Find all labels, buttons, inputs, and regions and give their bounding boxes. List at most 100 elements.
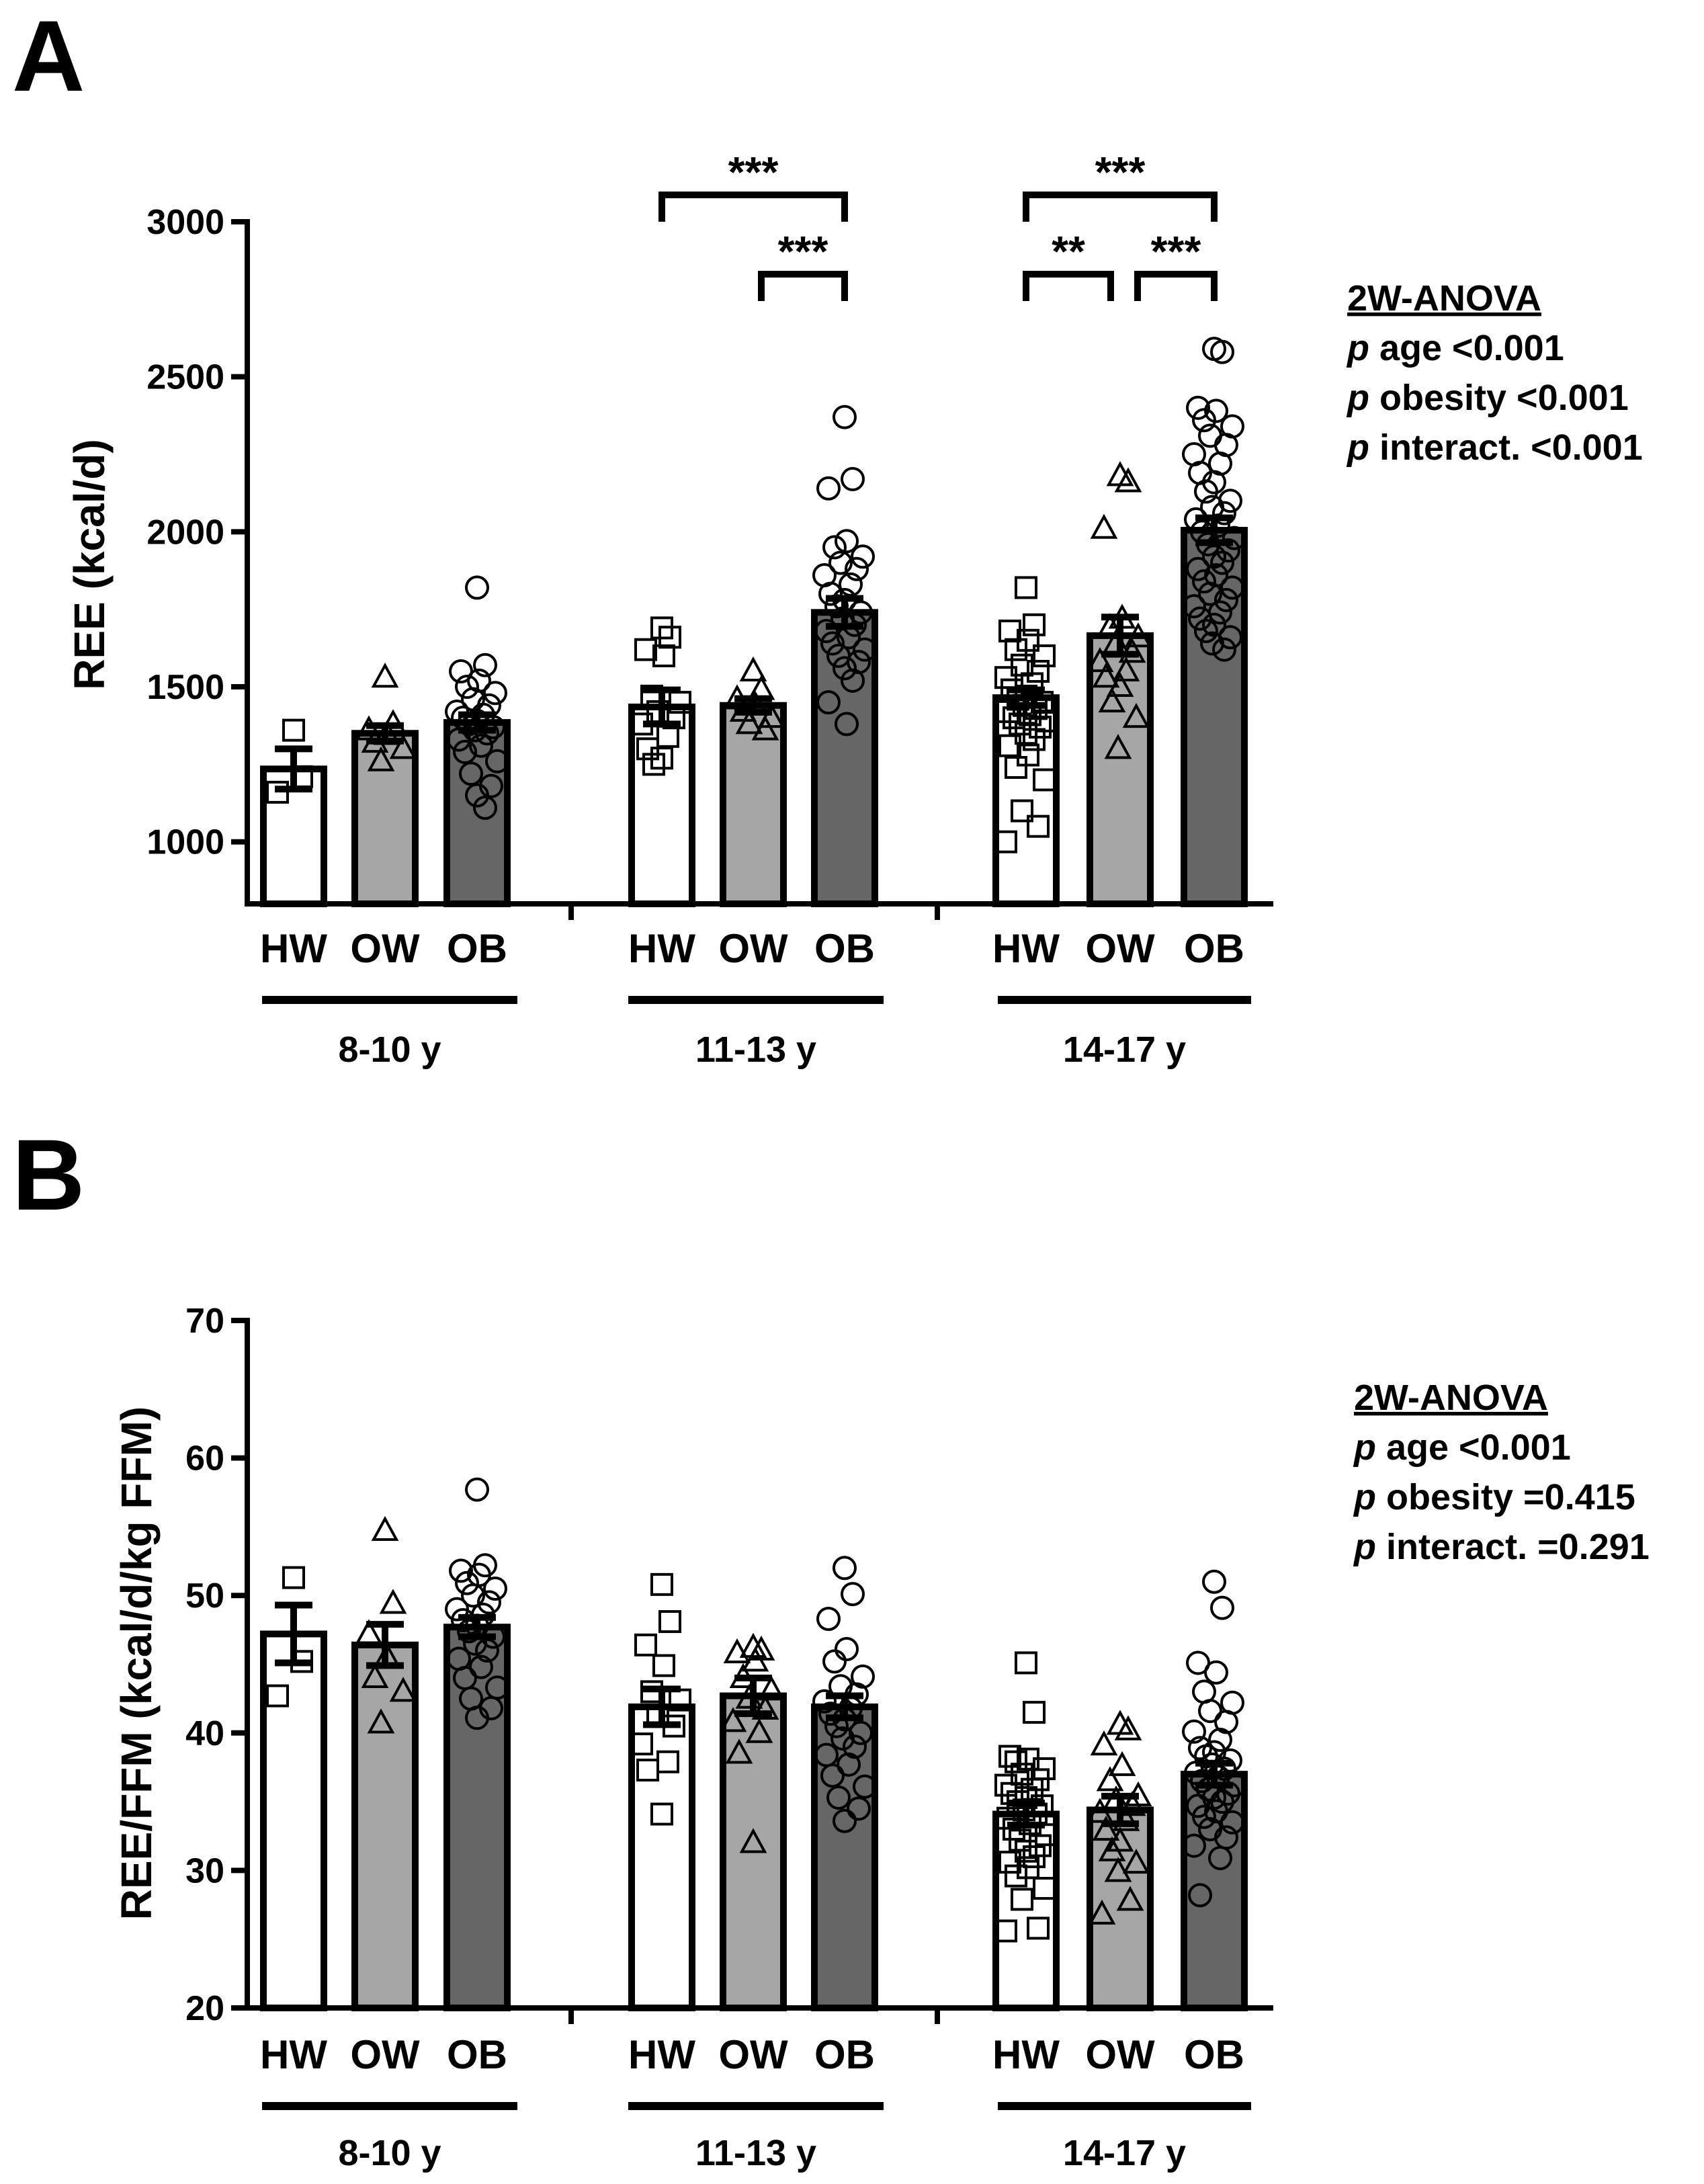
panel-b-point-6-8 [994, 1773, 1017, 1797]
panel-b-point-3-10 [636, 1759, 659, 1782]
panel-a-point-5-6 [828, 550, 853, 575]
panel-b-point-6-28 [1011, 1888, 1033, 1911]
panel-a-significance-bracket-1 [758, 271, 848, 301]
panel-a-point-3-3 [652, 644, 675, 667]
panel-b-point-5-22 [833, 1808, 857, 1833]
panel-a-significance-bracket-2 [1023, 192, 1218, 222]
panel-a-category-label-4: OW [718, 926, 788, 971]
panel-a-point-5-19 [853, 637, 877, 662]
panel-b-point-5-5 [851, 1664, 875, 1689]
panel-a-significance-label-4: *** [1151, 227, 1201, 276]
panel-b-point-0-0 [282, 1566, 305, 1589]
panel-a-category-label-8: OB [1184, 926, 1244, 971]
panel-b-point-4-2 [723, 1638, 751, 1664]
panel-b-category-label-5: OB [814, 2032, 875, 2077]
panel-b-point-8-32 [1188, 1883, 1212, 1908]
panel-a-point-7-0 [1106, 461, 1134, 487]
panel-a-point-5-5 [851, 544, 875, 569]
panel-b-error-bars [275, 1601, 1233, 1829]
panel-b-y-axis-title: REE/FFM (kcal/d/kg FFM) [112, 1406, 161, 1920]
panel-a-letter: A [12, 0, 85, 112]
panel-a-point-5-7 [845, 556, 869, 581]
panel-b-point-5-20 [826, 1785, 851, 1810]
panel-b-point-2-5 [483, 1576, 507, 1601]
panel-b-point-8-8 [1182, 1719, 1206, 1744]
panel-a-point-6-27 [1033, 768, 1056, 792]
panel-a-anova-line-age: p age <0.001 [1346, 328, 1564, 368]
panel-a-significance: *********** *** [658, 148, 1218, 301]
panel-b-point-4-3 [741, 1646, 769, 1672]
panel-a-point-7-8 [1086, 646, 1114, 673]
panel-b-bars [260, 1624, 1248, 2012]
panel-a-point-5-0 [833, 405, 857, 429]
panel-a-significance-label-1: *** [778, 227, 828, 276]
panel-b-category-label-3: HW [628, 2032, 695, 2077]
panel-a-point-7-5 [1124, 622, 1152, 648]
panel-b-point-5-4 [822, 1649, 847, 1674]
panel-a-point-3-11 [650, 747, 673, 770]
panel-a-point-5-16 [814, 619, 839, 643]
panel-b-point-6-1 [1023, 1701, 1046, 1724]
panel-a-y-tick-label-1000: 1000 [146, 823, 224, 862]
panel-b-category-label-2: OB [447, 2032, 507, 2077]
panel-b-anova-stats: 2W-ANOVA p age <0.001 p obesity =0.415 p… [1353, 1378, 1650, 1567]
panel-b-point-8-2 [1186, 1650, 1210, 1675]
panel-a-point-8-1 [1210, 339, 1234, 364]
panel-a-point-7-14 [1104, 734, 1132, 759]
panel-b-point-2-4 [455, 1570, 479, 1595]
panel-b-point-6-0 [1015, 1651, 1037, 1675]
panel-a-y-axis-title: REE (kcal/d) [65, 439, 114, 689]
panel-a-point-5-22 [833, 656, 857, 681]
panel-b-point-6-26 [1005, 1864, 1027, 1888]
panel-b-point-6-30 [994, 1919, 1017, 1943]
panel-a-category-label-1: OW [350, 926, 420, 971]
panel-b-point-3-8 [630, 1732, 653, 1756]
panel-b-point-7-16 [1088, 1899, 1116, 1925]
panel-b-point-7-3 [1108, 1751, 1136, 1776]
panel-a-point-6-7 [1027, 659, 1050, 683]
panel-b-axes: 20 30 40 50 60 70 [185, 1302, 1273, 2028]
panel-a-point-7-10 [1092, 663, 1120, 688]
panel-b-anova-title: 2W-ANOVA [1354, 1378, 1548, 1418]
panel-a-point-5-4 [822, 535, 847, 560]
panel-b-point-5-13 [849, 1720, 873, 1745]
panel-a-point-2-18 [453, 739, 477, 764]
panel-a-point-7-2 [1090, 513, 1118, 539]
panel-b-category-labels: HW OW OB HW OW OB HW OW OB [260, 2032, 1244, 2077]
panel-b-point-7-10 [1092, 1815, 1120, 1841]
panel-a-point-8-27 [1220, 575, 1244, 600]
panel-b-category-label-0: HW [260, 2032, 327, 2077]
panel-a-point-2-17 [469, 733, 493, 758]
panel-b-point-5-3 [835, 1636, 859, 1661]
panel-a-point-8-30 [1182, 594, 1206, 619]
panel-b-point-7-13 [1122, 1849, 1150, 1874]
panel-a-point-6-25 [1017, 743, 1039, 767]
panel-a-anova-line-obesity: p obesity <0.001 [1346, 378, 1629, 418]
panel-a-y-tick-label-3000: 3000 [146, 203, 224, 242]
panel-a-point-5-1 [841, 466, 865, 491]
panel-a-point-8-32 [1188, 606, 1212, 631]
panel-b-point-3-0 [650, 1572, 673, 1596]
panel-b-point-4-7 [751, 1694, 779, 1720]
panel-a-point-8-34 [1194, 619, 1218, 643]
panel-b-point-7-1 [1114, 1715, 1142, 1740]
panel-a-group-label-1: 11-13 y [695, 1030, 816, 1070]
panel-b-point-5-17 [837, 1752, 861, 1777]
panel-b-point-8-1 [1210, 1595, 1234, 1620]
panel-b-point-8-26 [1192, 1804, 1216, 1829]
panel-b-point-2-22 [465, 1706, 489, 1730]
panel-b-y-tick-label-40: 40 [185, 1714, 224, 1753]
panel-a-point-7-12 [1098, 687, 1126, 713]
panel-b-point-6-27 [1033, 1876, 1056, 1900]
panel-b-category-label-6: HW [992, 2032, 1060, 2077]
panel-b-point-7-11 [1106, 1826, 1134, 1852]
panel-a-point-8-19 [1222, 526, 1246, 550]
panel-a-point-7-9 [1112, 656, 1140, 681]
panel-b-y-tick-label-60: 60 [185, 1439, 224, 1478]
panel-a-point-2-4 [455, 675, 479, 700]
panel-a-point-3-2 [634, 638, 657, 661]
panel-b-point-8-9 [1208, 1728, 1232, 1753]
panel-a-point-6-21 [1029, 716, 1052, 739]
panel-a-y-tick-label-2000: 2000 [146, 513, 224, 552]
panel-b-category-label-1: OW [350, 2032, 420, 2077]
